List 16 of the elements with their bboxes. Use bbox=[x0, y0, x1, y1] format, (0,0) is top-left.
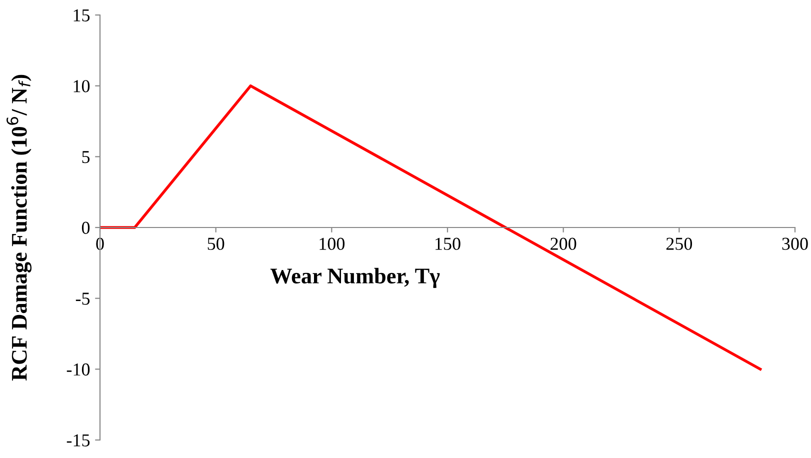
y-tick-label: -15 bbox=[66, 434, 90, 446]
x-tick-label: 50 bbox=[208, 238, 224, 250]
y-tick-label: 0 bbox=[82, 222, 90, 234]
y-axis-title: RCF Damage Function (10$^{6}$/ N$_{f}$) bbox=[6, 74, 32, 381]
x-tick-label: 300 bbox=[782, 238, 808, 250]
x-axis-title: Wear Number, Tγ bbox=[270, 268, 440, 288]
y-tick-label: -10 bbox=[66, 363, 90, 376]
x-tick-label: 200 bbox=[550, 238, 576, 250]
x-tick-label: 150 bbox=[436, 238, 460, 250]
y-tick-label: 10 bbox=[74, 80, 90, 92]
y-tick-label: 15 bbox=[74, 9, 90, 22]
x-tick-label: 0 bbox=[96, 238, 104, 250]
x-tick-label: 250 bbox=[666, 238, 692, 250]
x-tick-label: 100 bbox=[320, 238, 345, 250]
y-tick-label: 5 bbox=[82, 151, 90, 164]
y-tick-label: -5 bbox=[76, 292, 90, 305]
